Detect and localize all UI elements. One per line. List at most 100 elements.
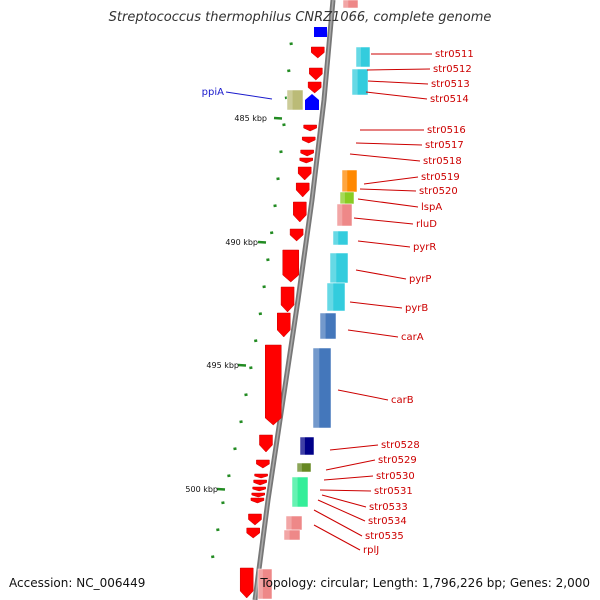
gene-label: str0528 [381, 440, 420, 451]
gene-label: str0530 [376, 471, 415, 482]
gene-label: rluD [416, 219, 437, 230]
gene-arrow [282, 249, 300, 283]
cog-block [342, 0, 359, 9]
cog-block [351, 68, 369, 96]
cog-block [257, 568, 273, 600]
ruler-layer: 485 kbp 490 kbp 495 kbp 500 kbp [185, 42, 293, 559]
ruler-minor-tick [249, 366, 253, 370]
cog-block-sheen [327, 283, 334, 311]
ruler-major-tick [237, 363, 247, 367]
gene-label: carA [401, 332, 424, 343]
feature-layer [239, 0, 371, 600]
ruler-minor-tick [269, 231, 274, 235]
gene-arrow [239, 567, 254, 599]
ruler-minor-tick [239, 420, 243, 424]
label-layer: ppiA str0511 str0512 str0513 str0514 str0516 s… [202, 49, 474, 556]
gene-label: str0518 [423, 156, 462, 167]
cog-block-sheen [287, 90, 293, 110]
gene-label: str0529 [378, 455, 417, 466]
ruler-minor-tick [244, 393, 248, 397]
backbone-layer [252, 0, 336, 600]
cog-block [319, 312, 337, 340]
ruler-minor-tick [276, 177, 280, 181]
ruler-minor-tick [227, 474, 231, 478]
gene-arrow [280, 286, 295, 313]
leader-line [317, 499, 366, 522]
gene-arrow [252, 486, 266, 492]
cog-block [296, 462, 312, 473]
cog-block-sheen [352, 69, 358, 95]
cog-block [291, 476, 309, 508]
ruler-minor-tick [221, 501, 225, 505]
leader-line [313, 509, 363, 537]
cog-block-sheen [300, 437, 305, 455]
gene-arrow [250, 497, 265, 504]
leader-line [337, 389, 389, 401]
cog-block [332, 230, 349, 246]
map-title: Streptococcus thermophilus CNRZ1066, com… [108, 10, 492, 25]
gene-label: str0520 [419, 186, 458, 197]
ruler-minor-tick [258, 312, 263, 316]
gene-arrow [256, 459, 270, 469]
gene-label: str0519 [421, 172, 460, 183]
leader-line [349, 153, 421, 162]
gene-arrow [265, 344, 282, 426]
gene-arrow [251, 492, 265, 498]
gene-arrow [289, 228, 304, 242]
gene-label: pyrB [405, 303, 428, 314]
ruler-label: 485 kbp [234, 114, 267, 123]
ruler-label: 500 kbp [185, 485, 218, 494]
cog-block [283, 529, 301, 541]
cog-block-sheen [286, 516, 292, 530]
gene-arrow [295, 182, 310, 198]
cog-block-sheen [330, 253, 337, 283]
gene-label: pyrR [413, 242, 436, 253]
ruler-label: 495 kbp [206, 361, 239, 370]
gene-arrow [246, 527, 260, 539]
leader-line [321, 494, 367, 508]
gene-label: str0512 [433, 64, 472, 75]
ruler-minor-tick [273, 204, 277, 208]
ruler-minor-tick [282, 123, 286, 127]
gene-arrow [253, 479, 267, 486]
cog-block-sheen [343, 0, 349, 8]
leader-line [323, 475, 374, 481]
gene-arrow [311, 46, 325, 59]
gene-label: str0531 [374, 486, 413, 497]
leader-line [325, 459, 376, 471]
ruler-major-tick [273, 116, 283, 120]
gene-arrow [293, 201, 307, 223]
cog-block-sheen [320, 313, 326, 339]
leader-line [355, 142, 423, 146]
gene-label: str0534 [368, 516, 407, 527]
ruler-minor-tick [233, 447, 237, 451]
ruler-minor-tick [287, 69, 291, 73]
gene-arrow [277, 312, 291, 338]
gene-label: ppiA [202, 87, 224, 98]
leader-line [357, 240, 411, 248]
gene-arrow [309, 67, 323, 81]
gene-label: str0533 [369, 502, 408, 513]
cog-block [312, 347, 332, 429]
genome-backbone-highlight [254, 0, 334, 600]
gene-forward-top [314, 27, 327, 37]
cog-block-sheen [342, 170, 348, 192]
cog-block-sheen [292, 477, 298, 507]
gene-arrow [254, 473, 268, 479]
gene-arrow [301, 136, 316, 144]
leader-line [347, 329, 399, 338]
leader-line [353, 217, 414, 225]
ruler-minor-tick [262, 285, 266, 289]
ruler-minor-tick [266, 258, 270, 262]
cog-block-sheen [284, 530, 290, 540]
leader-line [363, 176, 419, 185]
cog-block-sheen [313, 348, 320, 428]
ruler-minor-tick [279, 150, 283, 154]
gene-label: str0514 [430, 94, 469, 105]
gene-label: pyrP [409, 274, 431, 285]
genome-summary: Topology: circular; Length: 1,796,226 bp… [260, 576, 590, 590]
cog-block [355, 46, 371, 68]
gene-arrow [259, 434, 273, 453]
